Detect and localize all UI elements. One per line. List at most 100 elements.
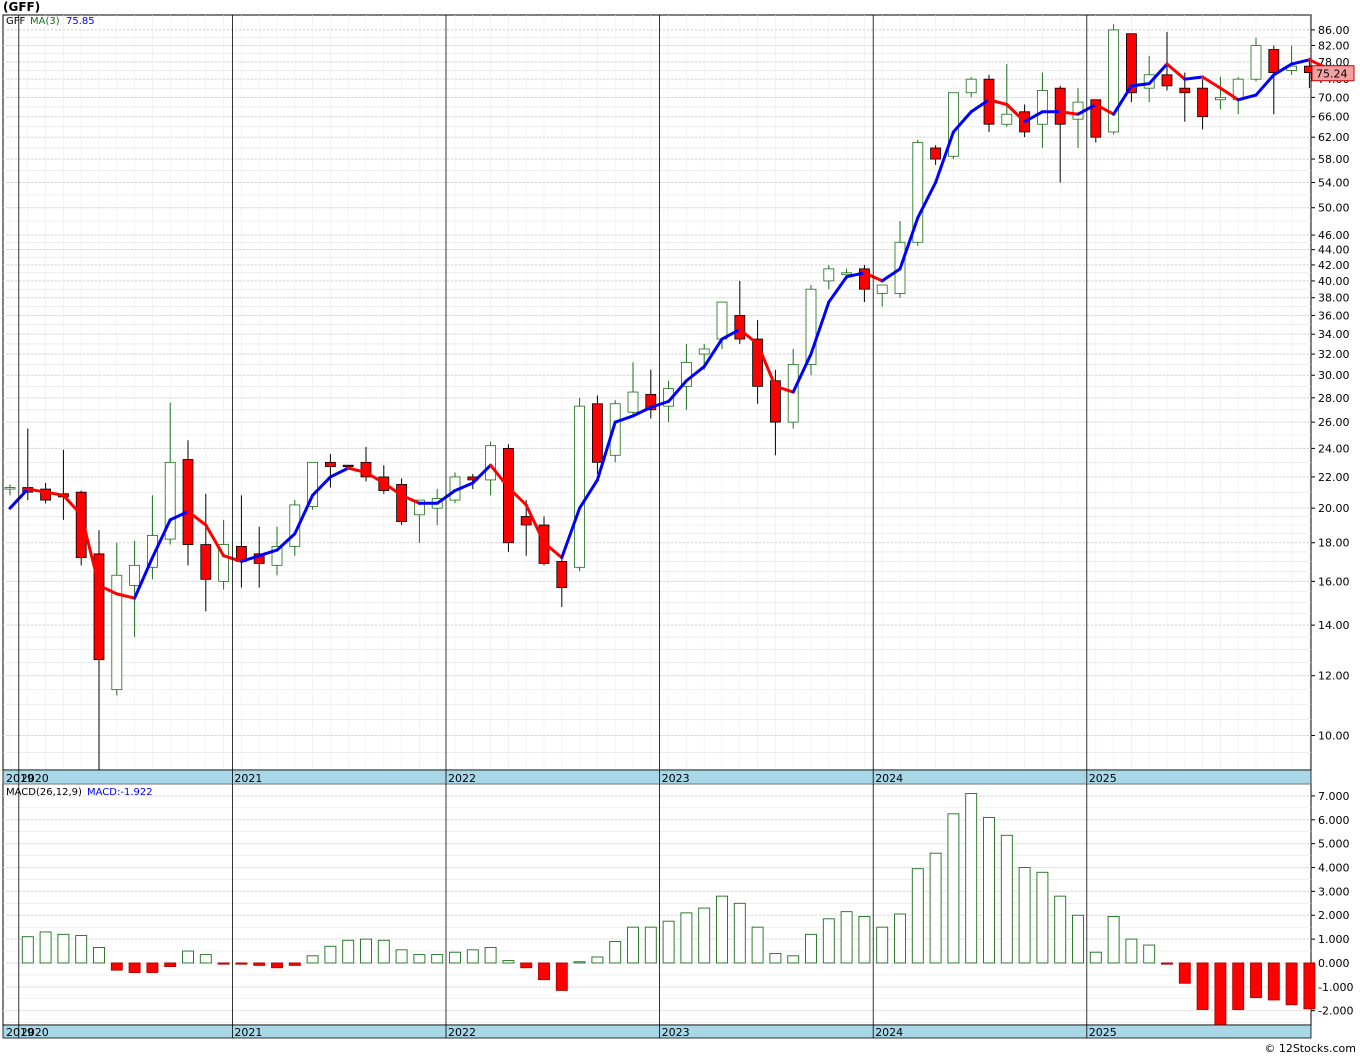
candle-body — [1090, 99, 1102, 138]
macd-x-tick-label: 2023 — [662, 1026, 690, 1039]
macd-bar — [662, 920, 675, 964]
ma3-segment — [1254, 73, 1276, 97]
candle-body — [1179, 87, 1191, 94]
ma3-segment — [880, 267, 902, 283]
price-tick-label: 26.00 — [1318, 416, 1350, 429]
candle — [1179, 72, 1191, 122]
candle-body — [396, 484, 408, 522]
ma3-segment — [560, 506, 582, 560]
ma3-segment — [346, 466, 368, 474]
macd-x-tick-label: 2020 — [21, 1026, 49, 1039]
macd-tick-label: 5.000 — [1318, 838, 1350, 851]
macd-bar — [983, 816, 995, 964]
candle-body — [164, 461, 176, 540]
candle-body — [876, 284, 888, 294]
macd-bar — [324, 945, 337, 964]
ma3-segment — [26, 487, 48, 494]
macd-tick-label: 1.000 — [1318, 933, 1350, 946]
candle — [413, 499, 425, 543]
macd-bar — [627, 926, 639, 964]
candle — [574, 397, 585, 572]
macd-x-tick-label: 2021 — [234, 1026, 262, 1039]
macd-bar — [431, 954, 444, 964]
ma3-segment — [845, 271, 866, 279]
ma3-segment — [293, 493, 315, 536]
macd-bar — [360, 938, 372, 964]
macd-bar — [199, 954, 212, 964]
ma3-segment — [631, 405, 653, 418]
macd-bar — [146, 962, 159, 973]
price-tick-label: 24.00 — [1318, 442, 1350, 455]
macd-bar — [395, 949, 408, 964]
candle — [146, 495, 158, 580]
macd-bar — [911, 868, 924, 964]
price-tick-label: 12.00 — [1318, 670, 1350, 683]
macd-bar — [1303, 962, 1316, 1010]
ma3-segment — [186, 509, 208, 527]
macd-bar — [93, 947, 105, 964]
ma3-segment — [1058, 110, 1080, 116]
macd-bar — [57, 933, 70, 964]
candle — [823, 264, 835, 290]
candle — [1268, 45, 1280, 115]
ma3-segment — [239, 554, 261, 563]
ma3-segment — [382, 481, 404, 497]
candle-body — [930, 147, 941, 160]
ma3-segment — [738, 327, 760, 346]
ma3-segment — [1183, 75, 1205, 81]
macd-bar — [538, 962, 550, 981]
legend-ma: MA(3) — [30, 16, 60, 27]
ma3-segment — [898, 216, 920, 271]
macd-bar — [1178, 962, 1191, 984]
macd-bar — [769, 952, 782, 964]
candle — [1001, 64, 1013, 127]
candle — [752, 320, 763, 404]
ma3-segment — [257, 548, 279, 558]
candle-body — [716, 301, 728, 340]
macd-bar — [182, 950, 194, 964]
ma3-segment — [1236, 93, 1258, 102]
price-tick-label: 70.00 — [1318, 91, 1350, 104]
price-x-tick-label: 2019 — [6, 772, 34, 785]
ma3-segment — [150, 518, 172, 560]
candle-body — [146, 535, 158, 568]
ma3-segment — [1272, 62, 1294, 77]
price-tick-label: 20.00 — [1318, 502, 1350, 515]
candle — [307, 461, 319, 510]
candle-body — [307, 461, 319, 507]
macd-bar — [235, 962, 248, 965]
candle-body — [805, 288, 817, 365]
ma3-segment — [1094, 103, 1116, 116]
candle — [841, 268, 852, 275]
ma3-segment — [453, 481, 475, 493]
candle — [912, 139, 924, 246]
candle-body — [1054, 87, 1066, 125]
candle — [1090, 99, 1102, 143]
macd-panel: 7.000 6.000 5.000 4.000 3.000 2.000 1.000 0.000… — [2, 783, 1353, 1039]
macd-bar — [1161, 962, 1173, 965]
candle-body — [413, 499, 425, 516]
candle-body — [502, 447, 514, 544]
ma3-segment — [702, 337, 724, 369]
macd-bar — [609, 941, 622, 964]
candle — [859, 264, 870, 303]
ma3-segment — [1129, 82, 1151, 88]
price-tick-label: 42.00 — [1318, 259, 1350, 272]
ma3-segment — [916, 180, 938, 220]
candle-body — [1250, 45, 1262, 80]
macd-bar — [110, 962, 123, 971]
candle-body — [360, 461, 372, 478]
candle-body — [218, 544, 230, 582]
candle-body — [342, 464, 354, 468]
candle-body — [111, 574, 123, 691]
candle-body — [627, 391, 639, 413]
candle-body — [200, 544, 212, 580]
candle — [627, 362, 639, 416]
macd-tick-label: 6.000 — [1318, 814, 1350, 827]
macd-bar — [253, 962, 266, 966]
ma3-segment — [506, 486, 528, 507]
candle-body — [948, 92, 959, 157]
ma3-segment — [809, 300, 831, 356]
candle — [734, 280, 746, 344]
